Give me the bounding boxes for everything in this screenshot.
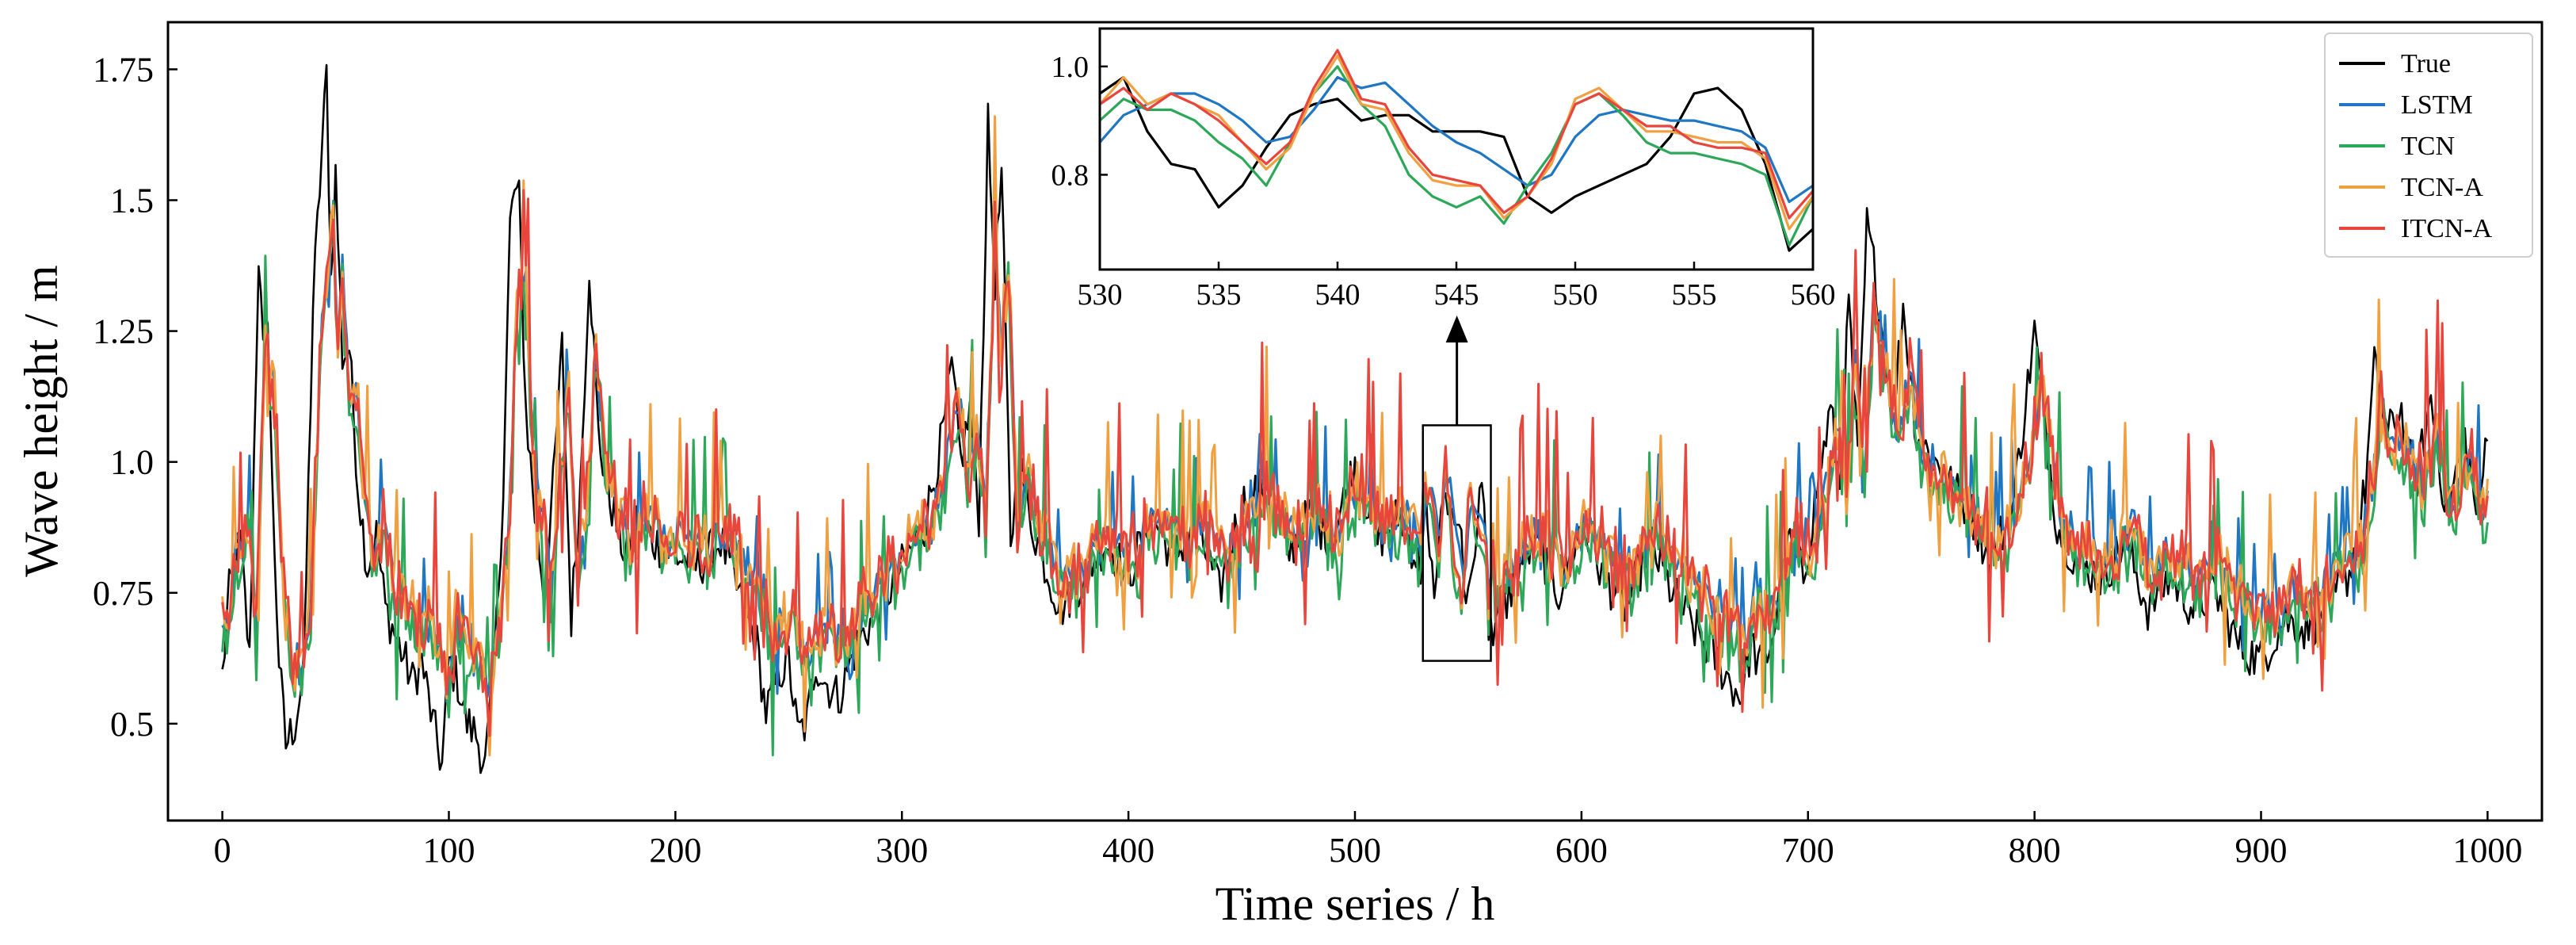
inset-line-true	[1100, 75, 1813, 252]
inset-x-ticks: 530 535 540 545 550 555 560	[1078, 262, 1836, 312]
legend-label-lstm: LSTM	[2401, 90, 2473, 120]
series-line-true	[221, 63, 2489, 775]
inset-x-tick-label: 550	[1553, 278, 1598, 312]
inset-line-tcn-a	[1100, 54, 1813, 231]
main-series-group	[221, 63, 2489, 775]
legend: True LSTM TCN TCN-A ITCN-A	[2324, 33, 2533, 258]
x-tick-label: 200	[649, 831, 701, 870]
legend-label-true: True	[2401, 49, 2451, 78]
inset-x-tick-label: 545	[1434, 278, 1479, 312]
y-tick-label: 0.5	[110, 705, 154, 744]
inset-line-lstm	[1100, 75, 1813, 204]
series-line-itcn-a	[221, 189, 2489, 737]
main-plot: 0 100 200 300 400 500 600 700 800 900 1000 0.5 0.75…	[15, 21, 2544, 930]
inset-x-tick-label: 555	[1672, 278, 1717, 312]
y-tick-label: 1.5	[110, 182, 154, 220]
inset-x-tick-label: 530	[1078, 278, 1123, 312]
legend-label-tcn: TCN	[2401, 132, 2455, 161]
zoom-arrow-head	[1445, 316, 1468, 342]
y-tick-label: 1.0	[110, 443, 154, 482]
inset-x-tick-label: 535	[1196, 278, 1242, 312]
main-y-ticks: 0.5 0.75 1.0 1.25 1.5 1.75	[93, 50, 177, 744]
inset-plot: 530 535 540 545 550 555 560 0.8 1.0	[1051, 27, 1836, 312]
inset-line-tcn	[1100, 65, 1813, 247]
main-x-ticks: 0 100 200 300 400 500 600 700 800 900 1000	[214, 811, 2522, 870]
inset-x-tick-label: 540	[1315, 278, 1361, 312]
x-tick-label: 400	[1102, 831, 1154, 870]
x-tick-label: 500	[1329, 831, 1381, 870]
x-tick-label: 300	[876, 831, 928, 870]
series-line-tcn	[221, 201, 2489, 756]
x-tick-label: 900	[2235, 831, 2288, 870]
inset-x-tick-label: 560	[1791, 278, 1836, 312]
inset-y-tick-label: 1.0	[1051, 51, 1090, 84]
y-tick-label: 1.75	[93, 50, 154, 89]
legend-box	[2324, 33, 2533, 258]
y-axis-title: Wave height / m	[15, 265, 67, 576]
inset-background	[1100, 29, 1813, 270]
inset-y-ticks: 0.8 1.0	[1051, 51, 1108, 192]
x-tick-label: 1000	[2452, 831, 2522, 870]
y-tick-label: 0.75	[93, 574, 154, 613]
y-tick-label: 1.25	[93, 312, 154, 351]
x-tick-label: 800	[2009, 831, 2061, 870]
x-axis-title: Time series / h	[1215, 878, 1495, 930]
inset-line-itcn-a	[1100, 48, 1813, 220]
inset-y-tick-label: 0.8	[1051, 159, 1090, 192]
x-tick-label: 0	[214, 831, 231, 870]
inset-series-group	[1100, 48, 1813, 252]
legend-label-itcn-a: ITCN-A	[2401, 214, 2493, 243]
legend-label-tcn-a: TCN-A	[2401, 173, 2483, 202]
x-tick-label: 100	[422, 831, 475, 870]
x-tick-label: 700	[1782, 831, 1834, 870]
x-tick-label: 600	[1555, 831, 1608, 870]
zoom-marker	[1422, 316, 1492, 662]
